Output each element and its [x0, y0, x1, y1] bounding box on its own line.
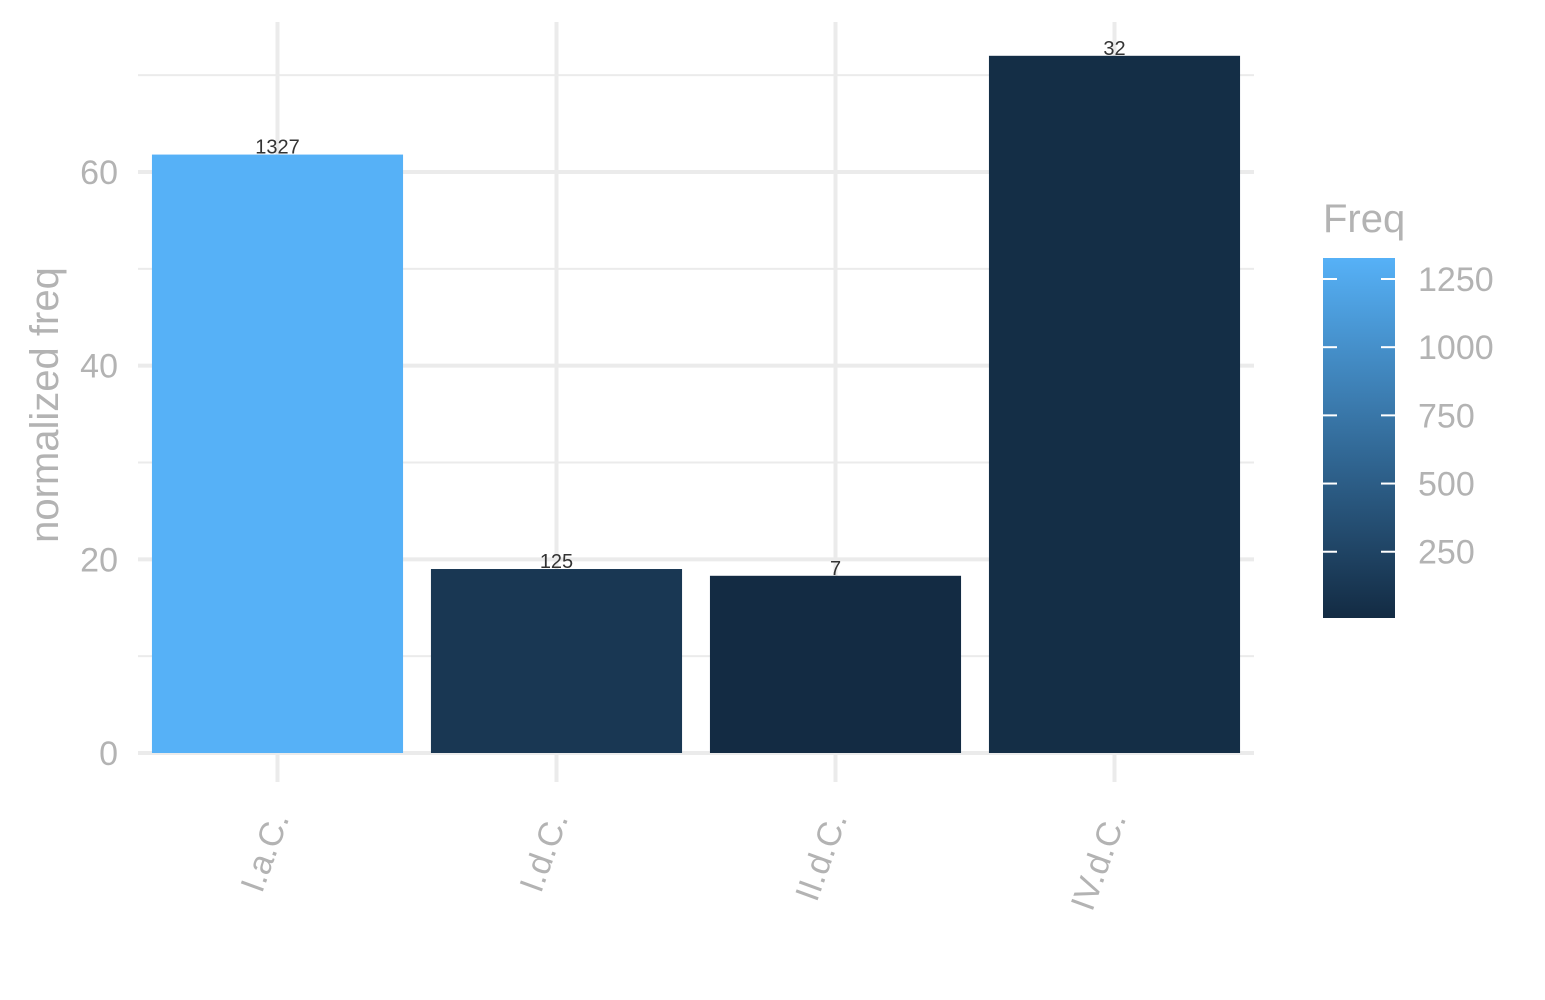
legend-tick-label: 1250	[1418, 261, 1494, 299]
bar-iidc	[709, 575, 962, 753]
data-label: 125	[540, 551, 573, 573]
legend-tick-label: 500	[1418, 466, 1475, 504]
y-tick-label: 0	[99, 735, 118, 773]
y-axis-ticks: 0 20 40 60	[80, 154, 118, 773]
data-label: 32	[1103, 38, 1125, 60]
bar-idc	[430, 569, 683, 753]
y-axis-title: normalized freq	[23, 267, 67, 543]
bar-iac	[151, 154, 404, 753]
data-labels: 1327 125 7 32	[255, 38, 1125, 580]
legend: Freq 250 500 750 1000 1250	[1323, 197, 1494, 618]
bars	[151, 55, 1241, 754]
legend-tick-label: 750	[1418, 397, 1475, 435]
legend-ticks: 250 500 750 1000 1250	[1323, 261, 1494, 572]
legend-title: Freq	[1323, 197, 1405, 241]
legend-tick-label: 250	[1418, 534, 1475, 572]
data-label: 7	[830, 558, 841, 580]
x-tick-label: II.d.C.	[788, 808, 855, 906]
x-tick-label: I.a.C.	[234, 808, 297, 897]
x-tick-label: IV.d.C.	[1064, 808, 1134, 916]
legend-colorbar	[1323, 258, 1395, 618]
x-axis-ticks: I.a.C. I.d.C. II.d.C. IV.d.C.	[234, 808, 1134, 916]
y-tick-label: 20	[80, 541, 118, 579]
legend-tick-label: 1000	[1418, 329, 1494, 367]
bar-ivdc	[988, 55, 1241, 754]
x-tick-label: I.d.C.	[513, 808, 576, 897]
y-tick-label: 60	[80, 154, 118, 192]
y-tick-label: 40	[80, 348, 118, 386]
data-label: 1327	[255, 137, 300, 159]
